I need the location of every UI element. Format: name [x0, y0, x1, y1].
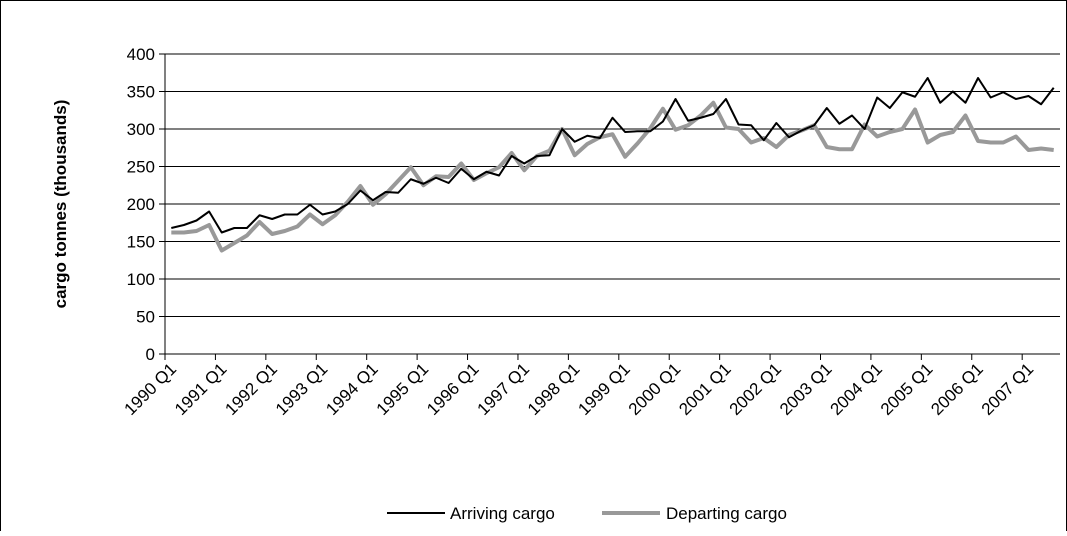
y-tick-label: 350	[127, 83, 155, 102]
y-tick-label: 50	[136, 308, 155, 327]
y-tick-label: 200	[127, 195, 155, 214]
series-line-departing	[171, 100, 1054, 253]
legend: Arriving cargo Departing cargo	[387, 504, 787, 523]
y-axis-title: cargo tonnes (thousands)	[51, 100, 70, 309]
y-tick-label: 0	[146, 345, 155, 364]
legend-label-departing: Departing cargo	[666, 504, 787, 523]
y-tick-label: 300	[127, 120, 155, 139]
series-line-arriving	[171, 77, 1055, 234]
legend-label-arriving: Arriving cargo	[450, 504, 555, 523]
y-tick-label: 150	[127, 233, 155, 252]
y-tick-label: 100	[127, 270, 155, 289]
y-tick-label: 250	[127, 158, 155, 177]
y-tick-label: 400	[127, 45, 155, 64]
